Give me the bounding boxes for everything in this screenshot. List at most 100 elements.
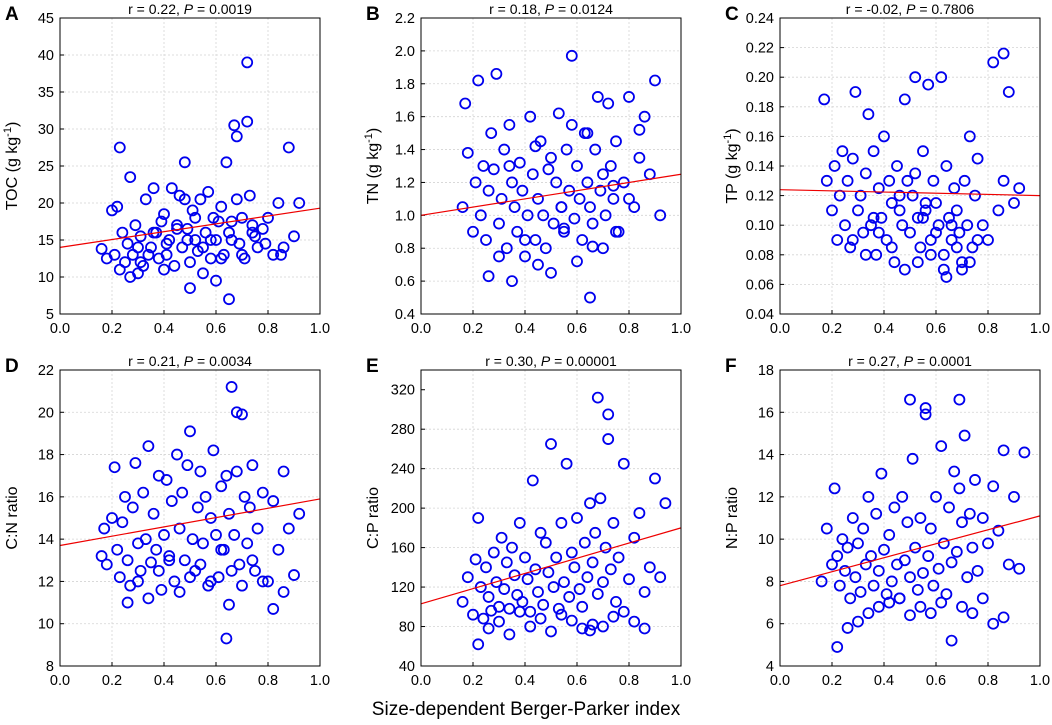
data-point (126, 501, 139, 514)
data-point (243, 189, 256, 202)
y-tick-label: 0.08 (746, 248, 774, 264)
regression-line (59, 207, 321, 248)
data-point (826, 204, 838, 217)
data-point (901, 174, 914, 187)
stat-annotation: r = 0.18, P = 0.0124 (489, 1, 613, 17)
y-tick-label: 0.22 (746, 41, 774, 57)
stat-annotation: r = 0.21, P = 0.0034 (128, 353, 252, 369)
data-point (602, 433, 615, 445)
data-point (581, 571, 594, 584)
y-tick-label: 15 (38, 233, 54, 249)
data-point (503, 628, 516, 641)
data-point (238, 490, 251, 503)
data-point (1013, 562, 1026, 575)
panel-c: 0.0 0.2 0.4 0.6 0.8 1.0 0.04 0.06 0.08 0.10 0.12 0.… (722, 1, 1050, 337)
data-point (1002, 558, 1015, 571)
y-tick-label: 2.0 (395, 44, 415, 60)
data-point (521, 573, 534, 586)
data-point (909, 541, 922, 554)
data-point (649, 472, 661, 485)
stat-prefix: r = -0.02, (846, 1, 906, 17)
data-point (591, 91, 604, 103)
data-point (937, 248, 950, 261)
data-point (267, 603, 280, 615)
data-point (272, 543, 285, 556)
panel-f: 0.0 0.2 0.4 0.6 0.8 1.0 4 6 8 10 12 14 16 18 F r = 0.27… (724, 353, 1050, 689)
data-point (945, 556, 958, 569)
data-point (545, 625, 557, 638)
data-point (145, 556, 157, 569)
data-point (181, 234, 194, 246)
y-tick-label: 0.20 (746, 70, 774, 86)
data-point (963, 507, 976, 520)
x-tick-label: 0.0 (50, 321, 70, 337)
data-point (617, 457, 630, 470)
data-point (846, 234, 859, 246)
data-point (888, 256, 901, 269)
data-point (506, 176, 518, 189)
data-point (98, 522, 111, 535)
stat-suffix: = 0.0019 (193, 1, 252, 17)
data-point (961, 219, 974, 232)
data-point (537, 209, 550, 222)
data-point (849, 86, 862, 98)
data-point (95, 242, 108, 255)
data-point (901, 516, 914, 529)
data-point (904, 571, 916, 584)
stat-p-symbol: P (184, 1, 194, 17)
data-point (818, 93, 831, 106)
data-point (586, 240, 599, 253)
stat-prefix: r = 0.21, (128, 353, 184, 369)
data-point (971, 152, 984, 165)
data-point (623, 192, 635, 205)
x-tick-label: 0.0 (411, 673, 431, 689)
data-point (256, 222, 269, 235)
data-point (168, 259, 181, 272)
data-point (513, 156, 526, 169)
data-point (469, 176, 482, 189)
data-point (519, 234, 531, 246)
data-point (935, 596, 948, 609)
data-point (911, 583, 924, 596)
data-point (150, 543, 163, 556)
data-point (132, 575, 144, 588)
data-point (828, 160, 841, 172)
data-point (919, 408, 932, 421)
data-point (230, 193, 243, 206)
data-point (223, 507, 235, 520)
data-point (937, 263, 950, 276)
x-tick-label: 0.8 (978, 321, 998, 337)
data-point (604, 160, 617, 172)
data-point (891, 160, 903, 172)
x-tick-label: 0.0 (770, 321, 790, 337)
data-point (956, 600, 968, 613)
data-point (846, 512, 859, 524)
panel-a: 0.0 0.2 0.4 0.6 0.8 1.0 5 10 15 20 25 30 35 40 45 A r = … (2, 1, 330, 337)
data-point (113, 263, 126, 276)
data-point (480, 561, 492, 574)
data-point (911, 211, 924, 224)
data-point (919, 402, 932, 414)
data-point (215, 200, 228, 213)
data-point (922, 78, 935, 91)
data-point (589, 143, 602, 156)
stat-suffix: = 0.7806 (915, 1, 974, 17)
data-point (493, 217, 505, 230)
data-point (485, 127, 498, 140)
data-point (909, 167, 922, 180)
data-point (186, 204, 199, 217)
x-tick-label: 0.2 (102, 321, 122, 337)
data-point (568, 561, 581, 574)
data-point (467, 608, 479, 621)
data-point (997, 47, 1010, 60)
data-point (282, 522, 295, 535)
data-point (225, 381, 238, 393)
data-point (966, 607, 979, 620)
data-point (545, 266, 557, 279)
data-point (558, 222, 570, 235)
data-point (277, 241, 290, 254)
data-point (495, 192, 508, 205)
plot-frame (779, 369, 1041, 667)
regression-line (779, 189, 1041, 197)
data-point (612, 551, 625, 564)
